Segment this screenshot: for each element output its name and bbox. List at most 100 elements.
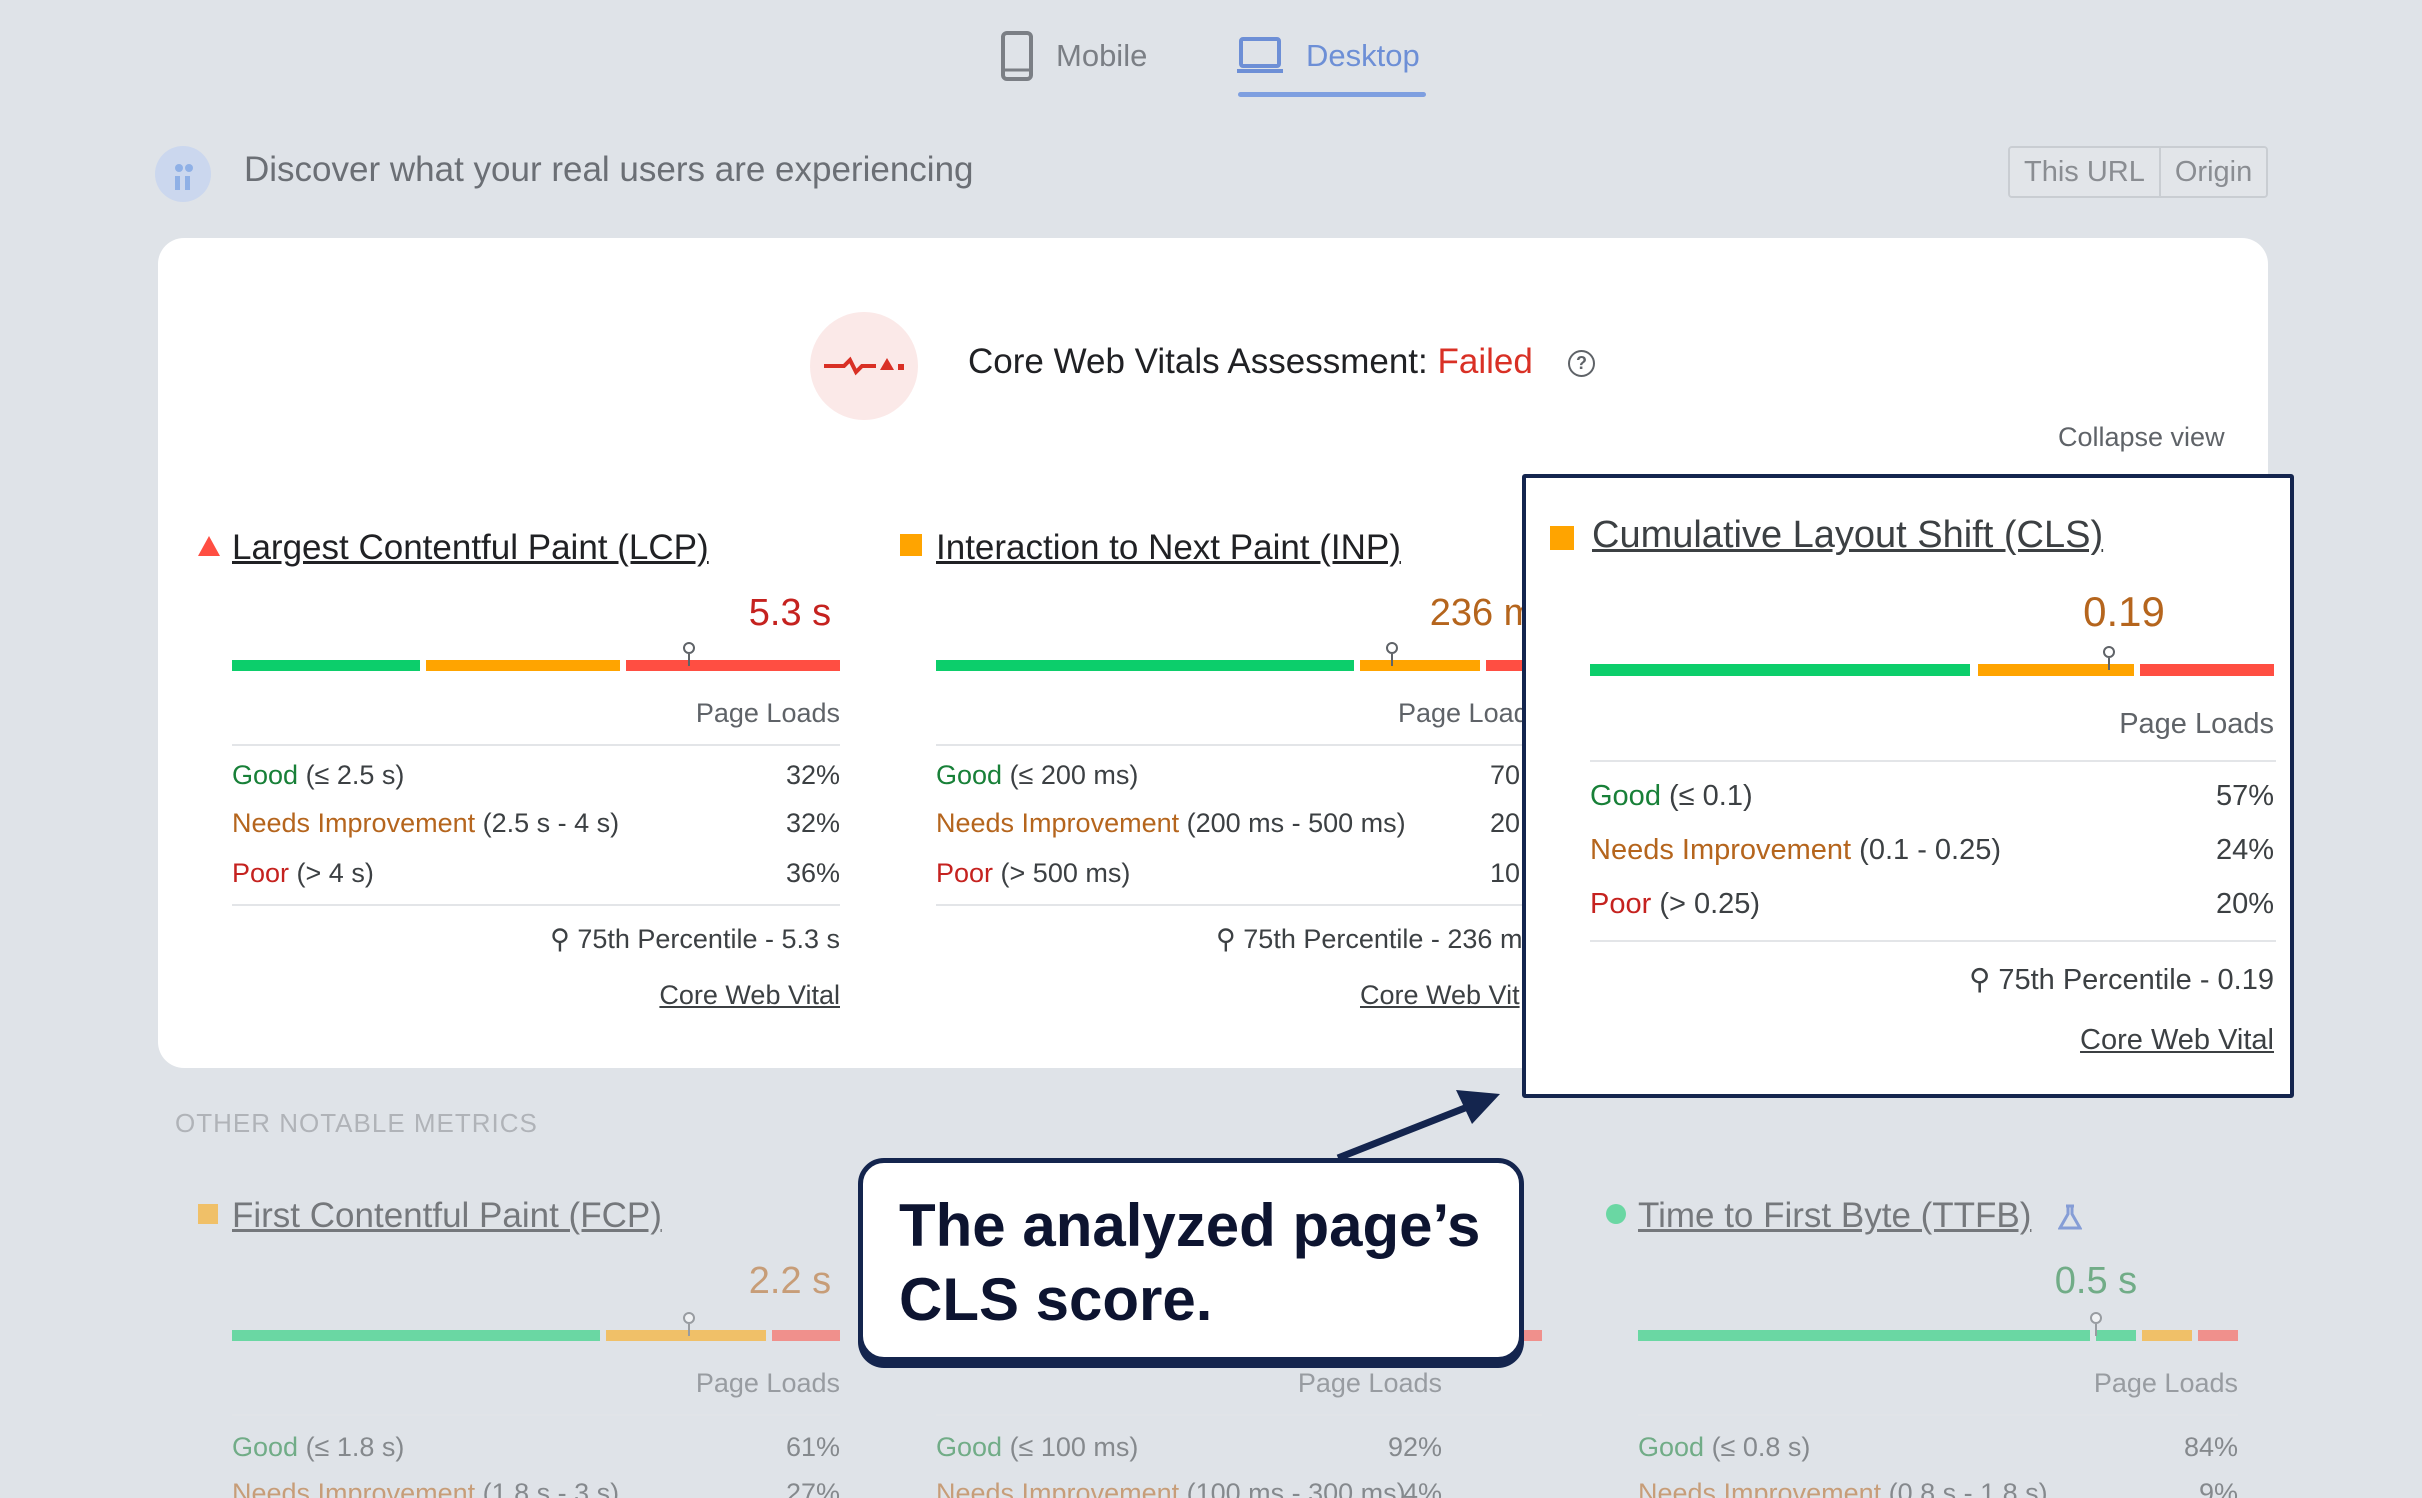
lcp-pct-poor: 36%: [785, 858, 840, 888]
ttfb-pct-ni: 9%: [2198, 1478, 2238, 1498]
fcp-p75-marker: [683, 1312, 695, 1336]
lcp-core-web-vital-link[interactable]: Core Web Vital: [659, 980, 840, 1010]
divider: [232, 1414, 840, 1416]
mid-caption: Page Loads: [1297, 1368, 1442, 1398]
needs-improvement-square-icon: [900, 534, 922, 556]
ttfb-value: 0.5 s: [2054, 1260, 2138, 1302]
ttfb-caption: Page Loads: [2093, 1368, 2238, 1398]
tab-mobile[interactable]: Mobile: [1000, 14, 1147, 98]
inp-row-ni: Needs Improvement (200 ms - 500 ms): [936, 808, 1406, 838]
cls-title[interactable]: Cumulative Layout Shift (CLS): [1592, 514, 2104, 556]
divider: [1590, 940, 2276, 942]
crux-icon: [155, 146, 211, 202]
lcp-bar-poor: [626, 660, 840, 671]
active-tab-indicator: [1238, 92, 1426, 97]
ttfb-bar-good-2: [2096, 1330, 2136, 1341]
inp-pct-poor: 10: [1490, 858, 1521, 888]
needs-improvement-square-icon: [1550, 526, 1574, 550]
divider: [936, 904, 1522, 906]
cls-row-ni: Needs Improvement (0.1 - 0.25): [1590, 834, 2002, 866]
callout-line-2: CLS score.: [899, 1266, 1213, 1333]
cls-p75-marker: [2103, 646, 2115, 670]
ttfb-title[interactable]: Time to First Byte (TTFB): [1638, 1196, 2032, 1235]
scope-toggle: This URL Origin: [2008, 146, 2269, 198]
inp-bar-poor: [1486, 660, 1522, 671]
ttfb-bar-poor: [2198, 1330, 2238, 1341]
lcp-percentile: ⚲ 75th Percentile - 5.3 s: [550, 924, 840, 954]
discover-heading: Discover what your real users are experi…: [244, 150, 974, 189]
cls-pct-good: 57%: [2215, 780, 2274, 812]
lcp-p75-marker: [683, 642, 695, 666]
fcp-bar-good: [232, 1330, 600, 1341]
cls-row-good: Good (≤ 0.1): [1590, 780, 1753, 812]
fcp-caption: Page Loads: [695, 1368, 840, 1398]
callout-text: The analyzed page’s CLS score.: [899, 1189, 1480, 1337]
mid-pct-ni: 4%: [1402, 1478, 1442, 1498]
tab-desktop[interactable]: Desktop: [1236, 14, 1420, 98]
lcp-row-poor: Poor (> 4 s): [232, 858, 374, 888]
fcp-row-good: Good (≤ 1.8 s): [232, 1432, 405, 1462]
inp-caption: Page Loads: [1398, 698, 1522, 728]
cls-caption: Page Loads: [2119, 708, 2274, 740]
ttfb-bar-ni: [2142, 1330, 2192, 1341]
inp-row-good: Good (≤ 200 ms): [936, 760, 1139, 790]
ttfb-bar-good: [1638, 1330, 2090, 1341]
flask-icon: [2058, 1204, 2082, 1230]
assessment-prefix: Core Web Vitals Assessment:: [968, 342, 1438, 381]
ttfb-row-good: Good (≤ 0.8 s): [1638, 1432, 1811, 1462]
other-metrics-heading: OTHER NOTABLE METRICS: [175, 1108, 538, 1138]
cls-core-web-vital-link[interactable]: Core Web Vital: [2080, 1024, 2274, 1056]
divider: [232, 904, 840, 906]
cls-row-poor: Poor (> 0.25): [1590, 888, 1761, 920]
cls-value: 0.19: [2083, 588, 2165, 635]
phone-icon: [1001, 31, 1033, 81]
cls-bar-good: [1590, 664, 1970, 676]
inp-value: 236 ms: [1429, 592, 1522, 634]
cls-percentile: ⚲ 75th Percentile - 0.19: [1969, 964, 2274, 996]
inp-pct-ni: 20: [1490, 808, 1521, 838]
lcp-row-ni: Needs Improvement (2.5 s - 4 s): [232, 808, 620, 838]
inp-p75-marker: [1386, 642, 1398, 666]
fcp-value: 2.2 s: [748, 1260, 832, 1302]
scope-origin[interactable]: Origin: [2158, 148, 2267, 196]
needs-improvement-square-icon: [198, 1204, 218, 1224]
fcp-bar-poor: [772, 1330, 840, 1341]
assessment-title: Core Web Vitals Assessment: Failed: [968, 342, 1533, 382]
mid-pct-good: 92%: [1387, 1432, 1442, 1462]
poor-triangle-icon: [198, 536, 220, 556]
inp-row-poor: Poor (> 500 ms): [936, 858, 1131, 888]
inp-bar-ni: [1360, 660, 1480, 671]
ttfb-pct-good: 84%: [2183, 1432, 2238, 1462]
lcp-pct-good: 32%: [785, 760, 840, 790]
metric-lcp: Largest Contentful Paint (LCP) 5.3 s Pag…: [198, 528, 846, 1018]
assessment-failed-icon: [810, 312, 918, 420]
fcp-title[interactable]: First Contentful Paint (FCP): [232, 1196, 662, 1235]
inp-title[interactable]: Interaction to Next Paint (INP): [936, 528, 1401, 567]
annotation-callout: The analyzed page’s CLS score.: [858, 1158, 1524, 1362]
divider: [1590, 760, 2276, 762]
inp-bar-good: [936, 660, 1354, 671]
scope-this-url[interactable]: This URL: [2010, 148, 2159, 196]
lcp-title[interactable]: Largest Contentful Paint (LCP): [232, 528, 709, 567]
good-circle-icon: [1606, 1204, 1626, 1224]
ttfb-p75-marker: [2090, 1312, 2102, 1336]
lcp-caption: Page Loads: [695, 698, 840, 728]
inp-core-web-vital-link[interactable]: Core Web Vit: [1360, 980, 1520, 1010]
pin-icon: ⚲: [1969, 964, 1999, 996]
mid-row-good: Good (≤ 100 ms): [936, 1432, 1139, 1462]
divider: [1638, 1414, 2238, 1416]
help-icon[interactable]: ?: [1568, 350, 1595, 377]
cls-pct-ni: 24%: [2215, 834, 2274, 866]
divider: [232, 744, 840, 746]
lcp-value: 5.3 s: [748, 592, 832, 634]
fcp-pct-good: 61%: [785, 1432, 840, 1462]
tab-desktop-label: Desktop: [1306, 38, 1420, 73]
fcp-row-ni: Needs Improvement (1.8 s - 3 s): [232, 1478, 620, 1498]
tab-mobile-label: Mobile: [1056, 38, 1148, 73]
lcp-bar-ni: [426, 660, 620, 671]
laptop-icon: [1237, 37, 1283, 73]
metric-ttfb: Time to First Byte (TTFB) 0.5 s Page Loa…: [1602, 1196, 2252, 1498]
cls-bar-poor: [2140, 664, 2274, 676]
pin-icon: ⚲: [1216, 924, 1244, 954]
collapse-view-link[interactable]: Collapse view: [2058, 422, 2225, 452]
